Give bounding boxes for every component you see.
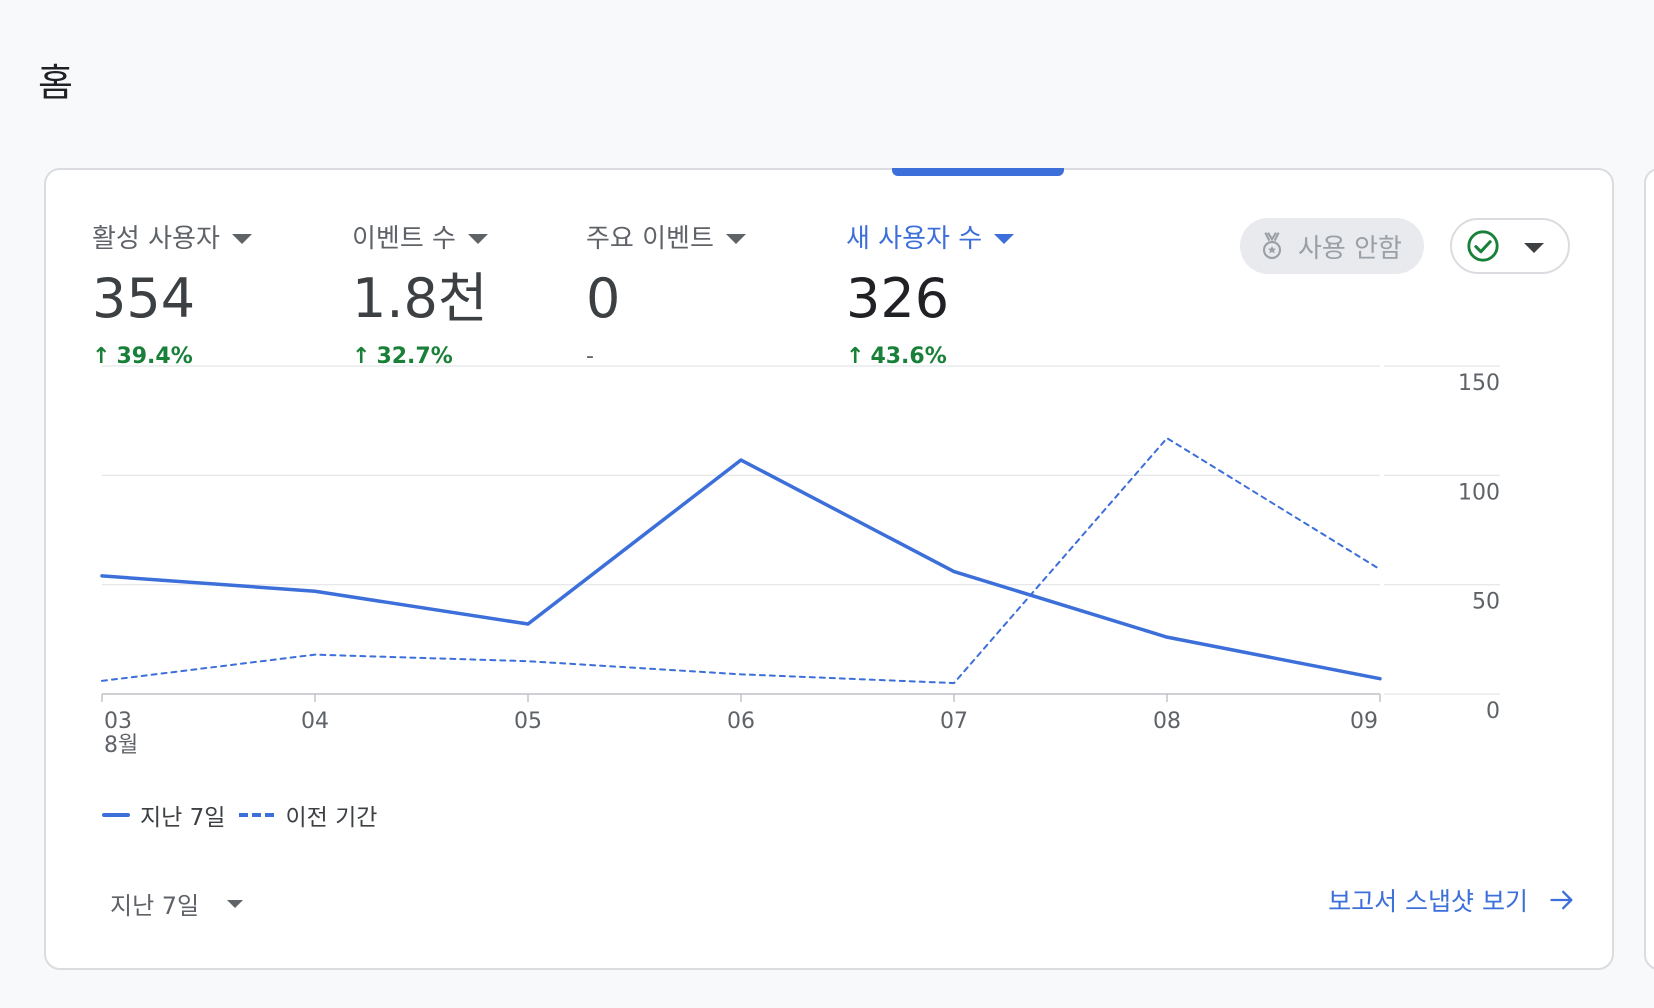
- legend-item-previous: 이전 기간: [239, 798, 377, 832]
- snapshot-link-label: 보고서 스냅샷 보기: [1328, 887, 1528, 916]
- x-tick-label: 07: [940, 709, 968, 734]
- y-tick-label: 150: [1458, 371, 1500, 396]
- next-card-edge: [1644, 168, 1654, 970]
- metric-label: 새 사용자 수: [846, 224, 983, 254]
- caret-down-icon: [231, 233, 252, 244]
- metric-label: 이벤트 수: [352, 224, 456, 254]
- date-range-dropdown[interactable]: 지난 7일: [110, 886, 244, 921]
- line-chart: 150 100 50 0 03 04 05 06 07 08 09 8월: [100, 365, 1500, 758]
- home-summary-card: 활성 사용자 354 ↑ 39.4% 이벤트 수 1.8천 ↑ 32.7% 주요…: [44, 168, 1614, 970]
- y-tick-label: 0: [1486, 699, 1500, 724]
- status-dropdown-button[interactable]: [1450, 218, 1570, 274]
- caret-down-icon: [994, 233, 1015, 244]
- arrow-up-icon: ↑: [352, 343, 371, 369]
- metric-value: 0: [586, 267, 621, 330]
- metric-label: 주요 이벤트: [586, 224, 714, 254]
- caret-down-icon: [227, 899, 244, 908]
- legend-item-current: 지난 7일: [102, 798, 225, 832]
- metric-key-events[interactable]: 주요 이벤트 0 -: [586, 218, 746, 369]
- legend-solid-swatch: [102, 813, 130, 817]
- medal-icon: [1262, 232, 1282, 260]
- page-title: 홈: [38, 61, 73, 105]
- x-tick-label: 06: [727, 709, 755, 734]
- metric-active-users[interactable]: 활성 사용자 354 ↑ 39.4%: [92, 218, 252, 369]
- metric-label: 활성 사용자: [92, 224, 220, 254]
- caret-down-icon: [467, 233, 488, 244]
- disabled-insight-pill: 사용 안함: [1240, 218, 1424, 274]
- arrow-up-icon: ↑: [846, 343, 865, 369]
- x-tick-label: 03: [104, 709, 132, 734]
- y-tick-label: 50: [1472, 590, 1500, 615]
- x-tick-label: 05: [514, 709, 542, 734]
- y-tick-label: 100: [1458, 480, 1500, 505]
- metric-delta: -: [586, 343, 594, 369]
- legend-label: 지난 7일: [140, 805, 226, 831]
- metric-delta: ↑ 32.7%: [352, 343, 453, 369]
- x-tick-label: 08: [1153, 709, 1181, 734]
- x-tick-label: 04: [301, 709, 329, 734]
- x-tick-label: 09: [1350, 709, 1378, 734]
- x-sub-label: 8월: [104, 733, 138, 758]
- metric-value: 354: [92, 267, 196, 330]
- series-line-current: [100, 458, 1382, 681]
- view-report-snapshot-link[interactable]: 보고서 스냅샷 보기: [1328, 882, 1576, 918]
- caret-down-icon: [1524, 243, 1544, 253]
- metric-event-count[interactable]: 이벤트 수 1.8천 ↑ 32.7%: [352, 218, 488, 369]
- check-circle-icon: [1467, 230, 1499, 262]
- legend-label: 이전 기간: [285, 805, 378, 831]
- arrow-up-icon: ↑: [92, 343, 111, 369]
- disabled-pill-label: 사용 안함: [1298, 233, 1402, 264]
- metric-value: 326: [846, 267, 950, 330]
- legend-dashed-swatch: [239, 813, 276, 817]
- caret-down-icon: [725, 233, 746, 244]
- metric-value: 1.8천: [352, 267, 488, 330]
- active-tab-indicator: [892, 168, 1064, 176]
- metric-delta: ↑ 43.6%: [846, 343, 947, 369]
- chart-legend: 지난 7일 이전 기간: [102, 798, 377, 832]
- date-range-label: 지난 7일: [110, 892, 200, 920]
- arrow-right-icon: [1550, 890, 1573, 910]
- metric-delta: ↑ 39.4%: [92, 343, 193, 369]
- metric-new-users[interactable]: 새 사용자 수 326 ↑ 43.6%: [846, 218, 1015, 369]
